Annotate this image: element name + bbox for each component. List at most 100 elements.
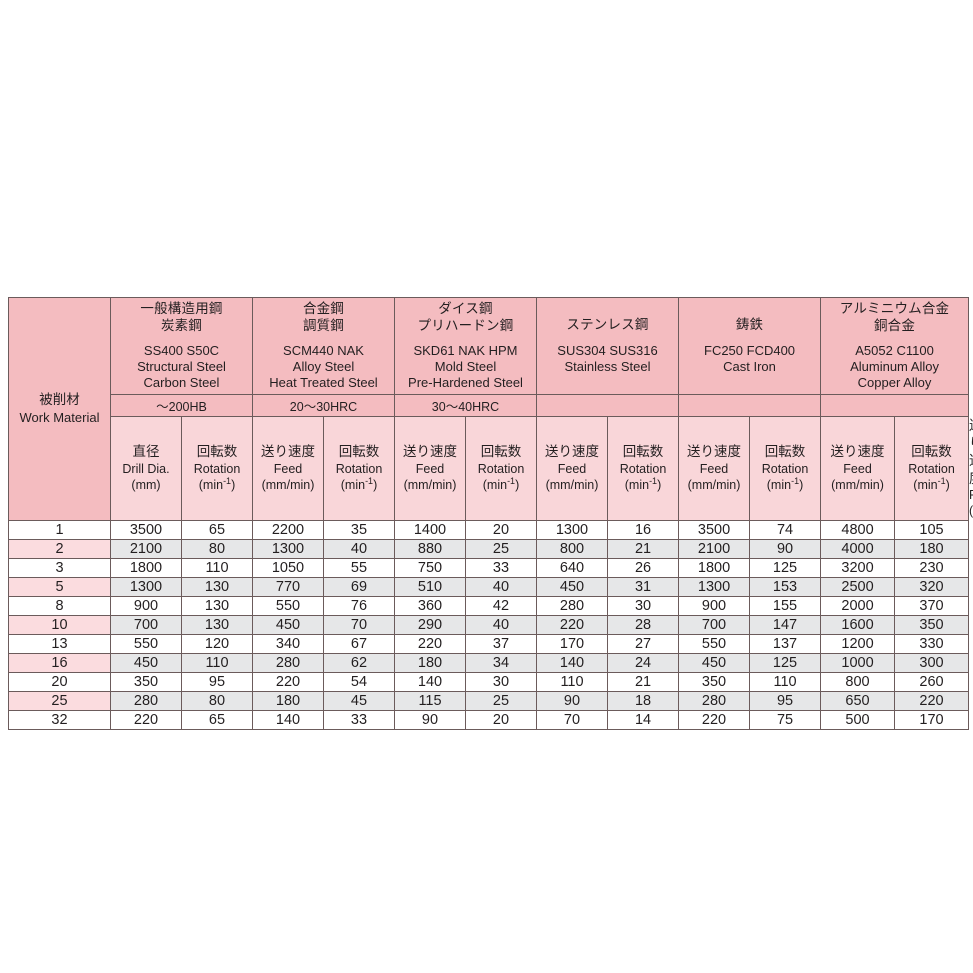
feed-value: 130 <box>181 614 253 635</box>
feed-label-en: Feed <box>699 461 729 476</box>
rotation-value: 750 <box>394 557 466 578</box>
feed-value: 350 <box>894 614 970 635</box>
rotation-value: 1600 <box>820 614 896 635</box>
feed-value: 21 <box>606 538 680 559</box>
feed-value: 42 <box>465 595 537 616</box>
rotation-value: 770 <box>252 576 324 597</box>
feed-value: 300 <box>894 652 970 673</box>
feed-value: 260 <box>894 671 970 692</box>
material-jp-line-1: ステンレス鋼 <box>566 317 649 333</box>
rotation-value: 290 <box>394 614 466 635</box>
material-group-header-5: アルミニウム合金 銅合金 A5052 C1100 Aluminum Alloy Copp… <box>820 297 970 395</box>
rotation-value: 450 <box>110 652 182 673</box>
rotation-value: 2100 <box>110 538 182 559</box>
feed-value: 120 <box>181 633 253 654</box>
material-en-line-3: Pre-Hardened Steel <box>408 374 523 390</box>
drill-dia-value: 20 <box>8 671 111 692</box>
rotation-value: 220 <box>110 709 182 730</box>
table-row: 2 2100 80 1300 40 880 25 800 21 2100 90 4000 180 <box>8 538 970 559</box>
table-row: 1 3500 65 2200 35 1400 20 1300 16 3500 74 4800 105 <box>8 519 970 540</box>
table-row: 20 350 95 220 54 140 30 110 21 350 110 800 260 <box>8 671 970 692</box>
rotation-value: 1300 <box>678 576 751 597</box>
feed-value: 28 <box>606 614 680 635</box>
material-group-header-0: 一般構造用鋼 炭素鋼 SS400 S50C Structural Steel Carbo… <box>110 297 253 395</box>
hardness-cell-1: 20〜30HRC <box>252 394 395 417</box>
feed-value: 170 <box>894 709 970 730</box>
feed-value: 370 <box>894 595 970 616</box>
rotation-value: 340 <box>252 633 324 654</box>
rotation-label-en: Rotation <box>477 461 525 476</box>
table-row: 5 1300 130 770 69 510 40 450 31 1300 153 2500 320 <box>8 576 970 597</box>
feed-value: 70 <box>323 614 395 635</box>
feed-value: 65 <box>181 709 253 730</box>
feed-unit: (mm/min) <box>261 478 315 493</box>
feed-value: 80 <box>181 538 253 559</box>
material-en-line-3: Copper Alloy <box>857 374 932 390</box>
work-material-label-en: Work Material <box>19 410 100 426</box>
feed-value: 37 <box>465 633 537 654</box>
rotation-value: 900 <box>110 595 182 616</box>
rotation-value: 220 <box>394 633 466 654</box>
material-en-line-2: Mold Steel <box>434 359 497 375</box>
drill-dia-label-jp: 直径 <box>132 444 160 460</box>
material-group-header-3: ステンレス鋼 SUS304 SUS316 Stainless Steel <box>535 297 680 395</box>
feed-value: 125 <box>749 557 822 578</box>
feed-value: 30 <box>606 595 680 616</box>
feed-value: 25 <box>465 690 537 711</box>
rotation-value: 180 <box>252 690 324 711</box>
feed-value: 155 <box>749 595 822 616</box>
rotation-header-cell-3: 回転数 Rotation (min-1) <box>606 416 680 521</box>
drill-dia-value: 25 <box>8 690 111 711</box>
rotation-value: 110 <box>536 671 608 692</box>
rotation-value: 1800 <box>110 557 182 578</box>
feed-value: 33 <box>465 557 537 578</box>
work-material-label-jp: 被削材 <box>39 391 80 407</box>
feed-value: 45 <box>323 690 395 711</box>
rotation-value: 1200 <box>820 633 896 654</box>
rotation-value: 2500 <box>820 576 896 597</box>
table-row: 8 900 130 550 76 360 42 280 30 900 155 2000 370 <box>8 595 970 616</box>
rotation-value: 180 <box>394 652 466 673</box>
rotation-unit: (min-1) <box>482 475 520 493</box>
rotation-value: 550 <box>110 633 182 654</box>
rotation-value: 220 <box>536 614 608 635</box>
table-row: 10 700 130 450 70 290 40 220 28 700 147 1600 350 <box>8 614 970 635</box>
rotation-value: 700 <box>678 614 751 635</box>
feed-label-en: Feed <box>557 461 587 476</box>
rotation-unit: (min-1) <box>340 475 378 493</box>
hardness-row: 〜200HB 20〜30HRC 30〜40HRC <box>9 394 970 417</box>
rotation-value: 1300 <box>252 538 324 559</box>
rotation-value: 900 <box>678 595 751 616</box>
rotation-label-jp: 回転数 <box>480 444 522 460</box>
feed-value: 18 <box>606 690 680 711</box>
drill-dia-value: 13 <box>8 633 111 654</box>
drill-dia-value: 3 <box>8 557 111 578</box>
rotation-label-en: Rotation <box>908 461 955 476</box>
drill-dia-value: 16 <box>8 652 111 673</box>
feed-value: 320 <box>894 576 970 597</box>
work-material-header-cell: 被削材 Work Material <box>8 297 111 521</box>
rotation-value: 1800 <box>678 557 751 578</box>
rotation-value: 550 <box>678 633 751 654</box>
feed-unit: (mm/min) <box>831 478 884 493</box>
material-en-line-3: Heat Treated Steel <box>269 374 378 390</box>
rotation-value: 3500 <box>678 519 751 540</box>
rotation-value: 1300 <box>536 519 608 540</box>
feed-value: 24 <box>606 652 680 673</box>
feed-value: 31 <box>606 576 680 597</box>
rotation-value: 2000 <box>820 595 896 616</box>
material-group-header-1: 合金鋼 調質鋼 SCM440 NAK Alloy Steel Heat Treated … <box>252 297 395 395</box>
rotation-value: 450 <box>678 652 751 673</box>
rotation-value: 3500 <box>110 519 182 540</box>
rotation-value: 4800 <box>820 519 896 540</box>
rotation-label-en: Rotation <box>193 461 241 476</box>
material-spacer <box>395 334 536 343</box>
material-spacer <box>111 334 252 343</box>
feed-unit: (mm/min) <box>687 478 741 493</box>
feed-unit: (mm/min) <box>545 478 599 493</box>
rotation-value: 115 <box>394 690 466 711</box>
material-en-line-1: FC250 FCD400 <box>704 342 796 358</box>
material-en-line-2: Alloy Steel <box>292 359 355 375</box>
cutting-conditions-table: 被削材 Work Material 一般構造用鋼 炭素鋼 SS400 S50C Struc… <box>8 297 973 730</box>
rotation-value: 70 <box>536 709 608 730</box>
